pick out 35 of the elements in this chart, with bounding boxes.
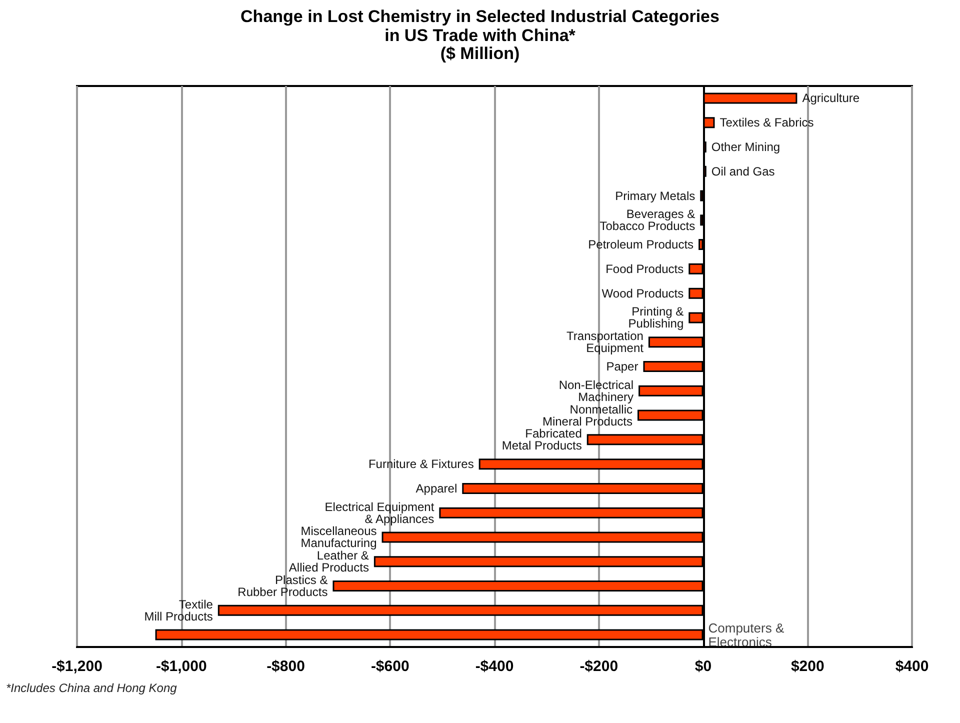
- y-tick-label: Miscellaneous Manufacturing: [300, 524, 377, 550]
- chart-title: Change in Lost Chemistry in Selected Industrial Categories in US Trade with China*: [240, 7, 720, 45]
- y-tick-label: Apparel: [416, 481, 458, 496]
- x-tick-label: -$600: [370, 658, 410, 675]
- y-tick-label: Oil and Gas: [711, 164, 775, 178]
- chart-subtitle: ($ Million): [440, 44, 520, 63]
- x-tick-label: -$400: [475, 658, 514, 675]
- text: *Includes China and Hong Kong: [6, 681, 178, 695]
- y-tick-label: Paper: [606, 360, 638, 374]
- x-tick-label: -$200: [580, 658, 618, 675]
- y-tick-label: Textiles & Fabrics: [720, 116, 814, 130]
- y-tick-label: Agriculture: [802, 91, 860, 106]
- y-tick-label: Computers & Electronics: [708, 620, 784, 650]
- y-tick-label: Food Products: [606, 262, 684, 276]
- y-tick-label: Beverages & Tobacco Products: [600, 207, 696, 234]
- y-tick-label: Electrical Equipment & Appliances: [324, 500, 435, 526]
- y-tick-label: Plastics & Rubber Products: [238, 573, 328, 600]
- y-tick-label: Other Mining: [711, 140, 780, 154]
- y-tick-label: Printing & Publishing: [628, 304, 684, 331]
- y-tick-label: Wood Products: [602, 286, 684, 300]
- x-tick-label: $0: [694, 658, 712, 675]
- x-tick-label: $200: [790, 658, 824, 675]
- x-tick-label: -$1,000: [156, 658, 207, 675]
- y-tick-label: Non-Electrical Machinery: [558, 378, 634, 404]
- y-tick-label: Transportation Equipment: [566, 329, 644, 356]
- x-tick-label: -$800: [266, 658, 305, 675]
- y-tick-label: Textile Mill Products: [144, 597, 214, 624]
- x-tick-label: $400: [895, 658, 929, 675]
- y-tick-label: Furniture & Fixtures: [368, 457, 474, 472]
- y-tick-label: Fabricated Metal Products: [502, 426, 582, 453]
- y-tick-label: Nonmetallic Mineral Products: [542, 402, 632, 428]
- y-tick-label: Primary Metals: [615, 188, 696, 203]
- x-tick-label: -$1,200: [52, 658, 102, 675]
- y-tick-label: Petroleum Products: [588, 238, 694, 252]
- y-tick-label: Leather & Allied Products: [288, 548, 369, 575]
